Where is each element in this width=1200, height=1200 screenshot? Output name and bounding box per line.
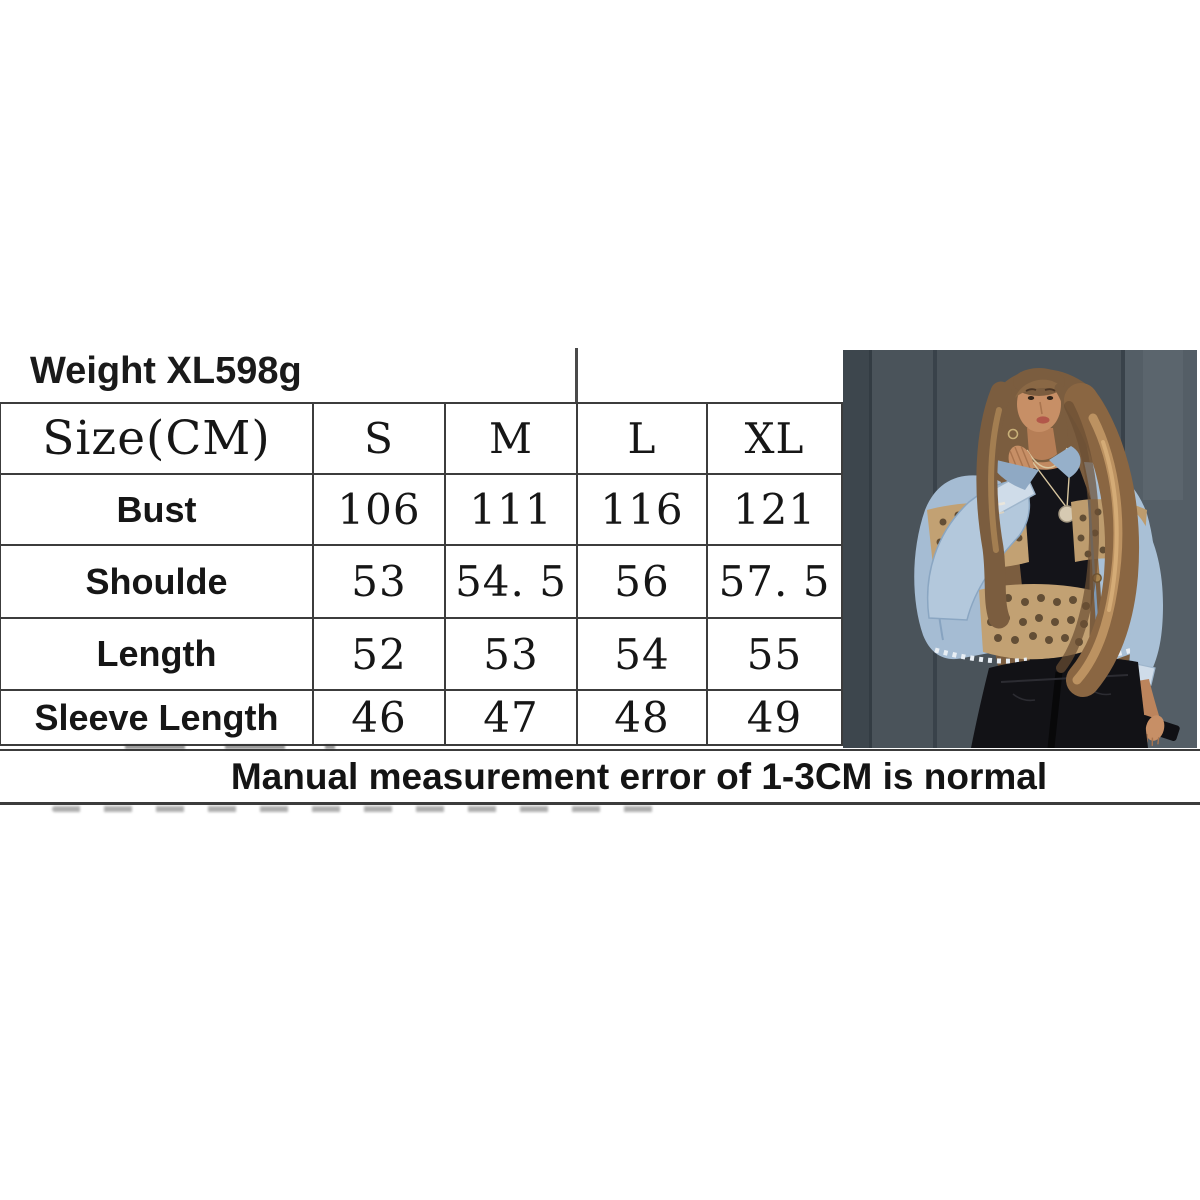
cell-bust-xl: 121 — [706, 473, 843, 546]
product-photo — [843, 350, 1197, 748]
cell-shoulder-s: 53 — [312, 544, 446, 619]
column-header-m: M — [444, 402, 578, 475]
cell-sleeve-s: 46 — [312, 689, 446, 746]
size-table-title: Size(CM) — [0, 402, 314, 475]
table-row-shoulder: Shoulde 53 54. 5 56 57. 5 — [0, 544, 843, 619]
column-header-l: L — [576, 402, 708, 475]
table-row-bust: Bust 106 111 116 121 — [0, 473, 843, 546]
cell-length-l: 54 — [576, 617, 708, 691]
row-label-length: Length — [0, 617, 314, 691]
cell-sleeve-xl: 49 — [706, 689, 843, 746]
table-row-length: Length 52 53 54 55 — [0, 617, 843, 691]
row-label-shoulder: Shoulde — [0, 544, 314, 619]
cell-sleeve-l: 48 — [576, 689, 708, 746]
cell-bust-m: 111 — [444, 473, 578, 546]
column-header-s: S — [312, 402, 446, 475]
scan-artifact-top — [125, 745, 335, 749]
table-header-row: Size(CM) S M L XL — [0, 402, 843, 475]
cell-shoulder-m: 54. 5 — [444, 544, 578, 619]
size-table: Size(CM) S M L XL Bust 106 111 116 121 S… — [0, 402, 843, 746]
photo-model — [914, 368, 1180, 748]
cell-shoulder-xl: 57. 5 — [706, 544, 843, 619]
note-text: Manual measurement error of 1-3CM is nor… — [230, 755, 1048, 797]
row-label-sleeve-length: Sleeve Length — [0, 689, 314, 746]
cell-bust-l: 116 — [576, 473, 708, 546]
cell-length-xl: 55 — [706, 617, 843, 691]
table-row-sleeve-length: Sleeve Length 46 47 48 49 — [0, 689, 843, 746]
row-label-bust: Bust — [0, 473, 314, 546]
cell-bust-s: 106 — [312, 473, 446, 546]
cell-length-s: 52 — [312, 617, 446, 691]
table-divider-stub — [575, 348, 578, 404]
column-header-xl: XL — [706, 402, 843, 475]
weight-label: Weight XL598g — [30, 350, 302, 392]
note-band: Manual measurement error of 1-3CM is nor… — [0, 749, 1200, 805]
cell-shoulder-l: 56 — [576, 544, 708, 619]
cell-sleeve-m: 47 — [444, 689, 578, 746]
scan-artifact — [52, 806, 662, 812]
cell-length-m: 53 — [444, 617, 578, 691]
